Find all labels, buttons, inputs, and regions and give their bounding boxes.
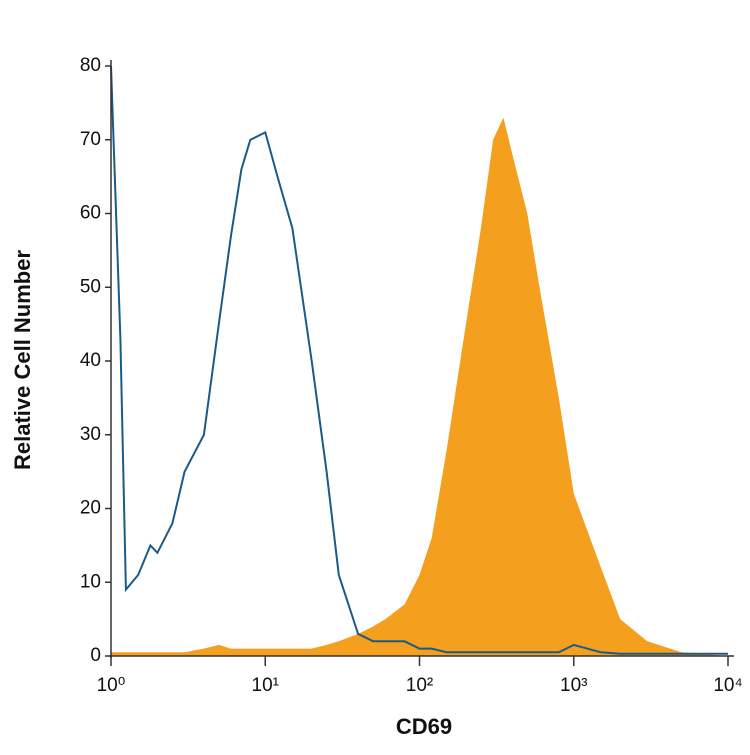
x-tick-label: 10⁴	[713, 675, 742, 696]
y-tick-label: 50	[80, 276, 101, 297]
y-tick-label: 0	[90, 645, 101, 666]
y-tick-label: 60	[80, 203, 101, 224]
y-axis-label: Relative Cell Number	[10, 250, 35, 471]
x-tick-label: 10³	[560, 675, 587, 696]
x-axis-label: CD69	[396, 714, 452, 739]
x-tick-label: 10²	[406, 675, 433, 696]
x-tick-label: 10⁰	[97, 675, 126, 696]
histogram-area	[111, 117, 728, 657]
y-tick-label: 10	[80, 571, 101, 592]
x-tick-label: 10¹	[252, 675, 279, 696]
y-tick-label: 20	[80, 498, 101, 519]
y-tick-label: 80	[80, 55, 101, 76]
y-tick-label: 30	[80, 424, 101, 445]
histogram-outline	[110, 65, 728, 655]
y-tick-label: 40	[80, 350, 101, 371]
y-tick-label: 70	[80, 129, 101, 150]
